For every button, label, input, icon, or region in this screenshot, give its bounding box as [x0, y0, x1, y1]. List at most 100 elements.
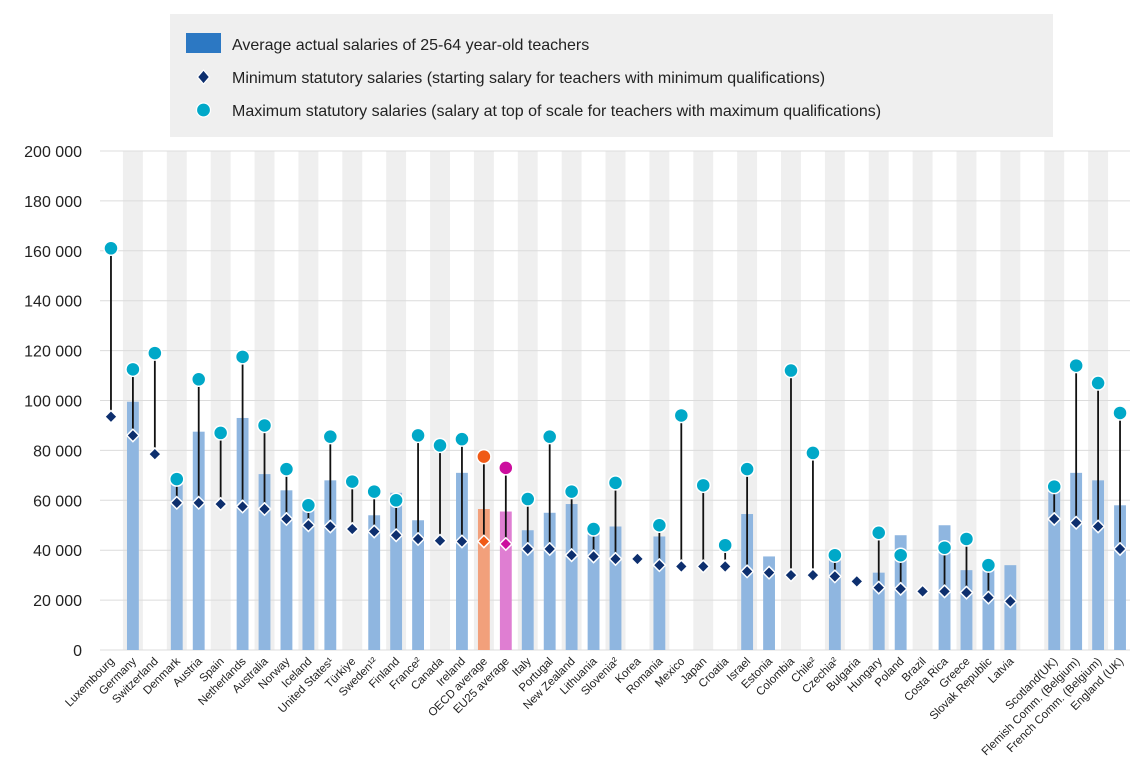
min-marker-germany [125, 428, 141, 443]
bar-slovenia [609, 526, 622, 650]
min-marker-flemish-comm-belgium [1068, 515, 1084, 531]
bar-iceland [302, 510, 315, 650]
max-marker-greece [958, 531, 975, 547]
bar-lithuania [587, 533, 600, 650]
y-tick-label: 20 000 [33, 593, 82, 610]
bar-oecd-average [477, 509, 490, 650]
max-marker-t-rkiye [344, 473, 361, 490]
max-marker-united-states [322, 428, 339, 445]
max-marker-japan [695, 477, 711, 494]
max-marker-eu25-average [498, 460, 514, 476]
max-marker-slovak-republic [980, 557, 997, 573]
min-marker-slovenia [608, 551, 623, 567]
max-marker-sweden [366, 483, 382, 500]
max-marker-oecd-average [476, 448, 492, 465]
bar-australia [258, 474, 271, 650]
bar-france [412, 520, 424, 650]
legend-min-label: Minimum statutory salaries (starting sal… [232, 70, 825, 87]
max-marker-portugal [541, 428, 558, 445]
x-tick-label-latvia: Latvia [986, 655, 1017, 686]
min-marker-denmark [169, 495, 185, 511]
min-marker-eu25-average [498, 536, 514, 552]
min-marker-australia [257, 501, 272, 517]
legend: Average actual salaries of 25-64 year-ol… [170, 14, 1053, 137]
max-marker-lithuania [585, 521, 602, 537]
min-marker-portugal [542, 541, 557, 557]
bar-italy [521, 530, 534, 650]
bar-new-zealand [565, 504, 578, 650]
max-marker-french-comm-belgium [1090, 375, 1106, 391]
bar-slovak-republic [982, 570, 995, 650]
bar-sweden [368, 515, 381, 650]
min-marker-sweden [366, 524, 382, 539]
bar-england-uk [1114, 505, 1126, 650]
min-marker-finland [388, 527, 404, 543]
max-marker-flemish-comm-belgium [1068, 357, 1084, 374]
legend-max-circle-icon [195, 102, 212, 118]
max-marker-france [410, 427, 426, 444]
x-tick-label-french-comm-belgium: French Comm. (Belgium) [1005, 656, 1104, 755]
max-marker-costa-rica [936, 539, 953, 556]
bar-israel [741, 514, 754, 650]
min-marker-netherlands [235, 499, 250, 514]
legend-max-label: Maximum statutory salaries (salary at to… [232, 103, 881, 120]
min-marker-brazil [915, 584, 930, 599]
y-tick-label: 160 000 [24, 244, 82, 261]
y-axis: 0 20 000 40 000 60 000 80 000 100 000 120 000 1… [24, 144, 82, 660]
min-marker-israel [739, 564, 755, 579]
min-marker-switzerland [147, 446, 163, 462]
y-tick-label: 180 000 [24, 194, 82, 211]
max-marker-czechia [827, 547, 843, 563]
min-marker-scotland-uk [1046, 511, 1062, 527]
bar-ireland [456, 472, 468, 650]
max-marker-switzerland [147, 345, 163, 361]
y-tick-label: 80 000 [33, 443, 82, 460]
legend-bar-label: Average actual salaries of 25-64 year-ol… [232, 37, 589, 54]
min-marker-spain [213, 496, 228, 512]
bar-czechia [828, 555, 841, 650]
min-marker-chile [805, 567, 821, 583]
max-marker-canada [432, 437, 448, 454]
min-marker-colombia [783, 567, 799, 583]
min-marker-new-zealand [564, 547, 579, 563]
min-marker-estonia [761, 565, 777, 580]
max-marker-australia [256, 417, 273, 434]
max-markers [103, 240, 1128, 573]
max-marker-england-uk [1112, 405, 1128, 421]
bar-austria [192, 431, 205, 650]
y-tick-label: 60 000 [33, 493, 82, 510]
min-marker-france [410, 531, 426, 547]
y-tick-label: 100 000 [24, 394, 82, 411]
max-marker-italy [520, 491, 536, 507]
bar-germany [126, 401, 139, 650]
min-marker-austria [191, 495, 206, 511]
min-marker-poland [893, 581, 908, 597]
bar-united-states [324, 480, 337, 650]
max-marker-ireland [454, 431, 470, 447]
bar-denmark [170, 480, 183, 650]
bar-estonia [763, 556, 775, 650]
bar-greece [960, 570, 973, 650]
max-marker-new-zealand [563, 483, 580, 500]
min-marker-lithuania [586, 549, 601, 564]
min-marker-luxembourg [103, 409, 119, 424]
min-marker-iceland [301, 517, 316, 533]
max-marker-israel [739, 461, 755, 477]
min-marker-korea [630, 551, 645, 567]
bar-french-comm-belgium [1092, 480, 1105, 650]
max-marker-finland [388, 492, 404, 509]
max-marker-romania [651, 517, 668, 533]
bar-hungary [872, 572, 885, 650]
max-marker-netherlands [234, 349, 251, 365]
bar-finland [390, 492, 403, 650]
legend-background [170, 14, 1053, 137]
min-marker-romania [652, 557, 667, 573]
max-marker-hungary [870, 524, 887, 541]
max-marker-croatia [717, 537, 733, 553]
y-tick-label: 120 000 [24, 344, 82, 361]
min-marker-england-uk [1112, 541, 1128, 557]
bar-portugal [543, 512, 556, 650]
max-marker-iceland [300, 497, 317, 514]
min-marker-greece [959, 585, 974, 600]
